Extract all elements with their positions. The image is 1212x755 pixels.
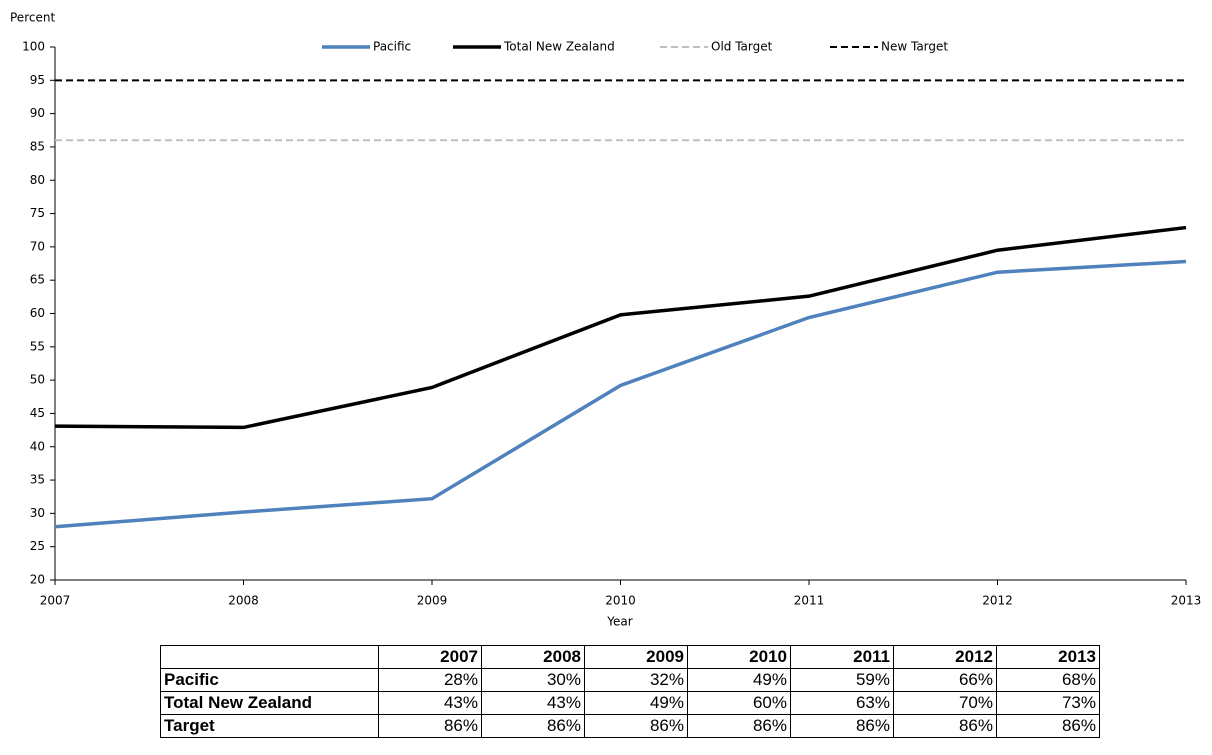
table-cell: 86%	[584, 714, 688, 738]
y-tick-label: 25	[30, 539, 45, 553]
table-cell: Total New Zealand	[160, 691, 379, 715]
table-cell: 2011	[790, 645, 894, 669]
table-cell: 60%	[687, 691, 791, 715]
y-tick-label: 95	[30, 73, 45, 87]
y-tick-label: 70	[30, 239, 45, 253]
table-row: 2007 2008 2009 2010 2011 2012 2013	[160, 645, 1100, 669]
series-line	[54, 225, 1187, 430]
y-tick-label: 60	[30, 306, 45, 320]
table-cell: 32%	[584, 668, 688, 692]
table-cell: 86%	[687, 714, 791, 738]
y-tick-label: 55	[30, 339, 45, 353]
y-tick-label: 80	[30, 173, 45, 187]
x-tick-label: 2007	[40, 594, 71, 608]
table-cell: 59%	[790, 668, 894, 692]
table-cell: 43%	[378, 691, 482, 715]
legend-label: New Target	[881, 40, 948, 54]
table-row: Target 86% 86% 86% 86% 86% 86% 86%	[160, 714, 1100, 738]
table-cell: 86%	[893, 714, 997, 738]
y-tick-label: 75	[30, 206, 45, 220]
table-cell: 28%	[378, 668, 482, 692]
x-tick-label: 2008	[228, 594, 259, 608]
x-tick-label: 2009	[417, 594, 448, 608]
table-cell: 86%	[481, 714, 585, 738]
table-cell	[160, 645, 379, 669]
x-tick-label: 2011	[794, 594, 825, 608]
series-line	[54, 259, 1187, 529]
legend-label: Old Target	[711, 40, 773, 54]
table-cell: 73%	[996, 691, 1100, 715]
table-cell: 68%	[996, 668, 1100, 692]
table-cell: 43%	[481, 691, 585, 715]
table-cell: 2012	[893, 645, 997, 669]
table-cell: 2008	[481, 645, 585, 669]
table-cell: 2009	[584, 645, 688, 669]
x-axis-title: Year	[606, 615, 632, 629]
y-tick-label: 50	[30, 373, 45, 387]
table-cell: 49%	[584, 691, 688, 715]
table-cell: 2013	[996, 645, 1100, 669]
y-tick-label: 100	[22, 40, 45, 54]
table-cell: Pacific	[160, 668, 379, 692]
table-cell: 86%	[378, 714, 482, 738]
y-tick-label: 45	[30, 406, 45, 420]
legend-label: Pacific	[373, 40, 411, 54]
y-tick-label: 30	[30, 506, 45, 520]
table-cell: 2007	[378, 645, 482, 669]
table-cell: Target	[160, 714, 379, 738]
table-cell: 70%	[893, 691, 997, 715]
x-tick-label: 2012	[982, 594, 1013, 608]
y-tick-label: 85	[30, 139, 45, 153]
table-cell: 49%	[687, 668, 791, 692]
table-cell: 2010	[687, 645, 791, 669]
y-tick-label: 35	[30, 473, 45, 487]
y-tick-label: 65	[30, 273, 45, 287]
data-table: 2007 2008 2009 2010 2011 2012 2013 Pacific 28% 30…	[160, 645, 1100, 738]
table-cell: 86%	[996, 714, 1100, 738]
table-row: Pacific 28% 30% 32% 49% 59% 66% 68%	[160, 668, 1100, 692]
y-axis-title: Percent	[10, 11, 55, 25]
table-cell: 30%	[481, 668, 585, 692]
table-cell: 63%	[790, 691, 894, 715]
y-tick-label: 90	[30, 106, 45, 120]
x-tick-label: 2013	[1171, 594, 1202, 608]
table-cell: 86%	[790, 714, 894, 738]
chart: Percent Year 20 25 30 35 40 45 50 55 60 65 70 75 80 8…	[10, 11, 1202, 629]
x-tick-label: 2010	[605, 594, 636, 608]
table-row: Total New Zealand 43% 43% 49% 60% 63% 70% 73%	[160, 691, 1100, 715]
y-tick-label: 20	[30, 573, 45, 587]
y-tick-label: 40	[30, 439, 45, 453]
legend-label: Total New Zealand	[503, 40, 615, 54]
table-cell: 66%	[893, 668, 997, 692]
